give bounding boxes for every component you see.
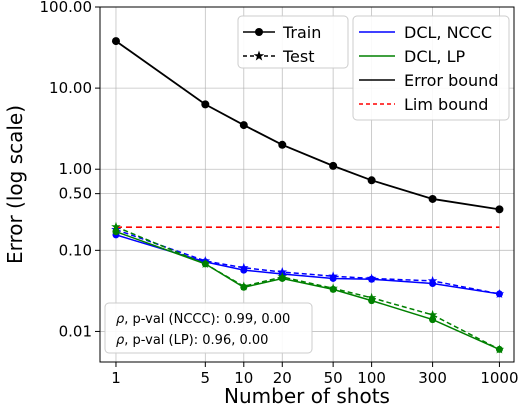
x-tick-label: 1	[111, 369, 121, 387]
data-point	[428, 194, 437, 203]
legend-star-marker	[253, 50, 265, 61]
data-point-star	[111, 221, 121, 231]
annotation-symbol: ρ	[116, 333, 125, 348]
y-tick-label: 1.00	[59, 160, 92, 178]
legend-label: Train	[282, 23, 321, 42]
x-tick-label: 300	[418, 369, 447, 387]
legend-label: Error bound	[404, 71, 498, 90]
x-tick-label: 50	[324, 369, 343, 387]
data-point-star	[239, 262, 249, 272]
x-tick-label: 10	[234, 369, 253, 387]
data-point	[112, 228, 120, 236]
legend-methods: DCL, NCCC DCL, LP Error bound Lim bound	[352, 15, 510, 121]
series-lines	[115, 40, 500, 351]
legend-circle-marker	[255, 28, 263, 36]
data-point-star	[200, 258, 211, 268]
series-line-dcl-nccc-test	[115, 228, 500, 295]
data-point	[201, 100, 210, 109]
data-point	[495, 205, 504, 214]
data-point-star	[427, 275, 438, 285]
data-point-star	[328, 271, 338, 281]
data-point-star	[366, 273, 377, 283]
annotation-symbol: ρ	[116, 312, 125, 327]
data-point-star	[427, 309, 438, 319]
data-point	[239, 121, 248, 130]
y-tick-label: 0.01	[59, 322, 92, 340]
series-markers	[111, 37, 505, 354]
series-line-dcl-lp-test	[115, 226, 500, 351]
x-axis-label: Number of shots	[224, 384, 390, 408]
data-point-star	[239, 281, 249, 291]
data-point-star	[494, 288, 505, 298]
data-point-star	[277, 267, 288, 277]
x-axis-ticks: 1 5 10 20 50 100 300 1000	[111, 362, 519, 387]
data-point	[429, 316, 437, 324]
x-tick-label: 20	[273, 369, 292, 387]
correlation-annotation: ρ, p-val (NCCC): 0.99, 0.00ρ, p-val (LP)…	[104, 302, 313, 354]
y-tick-label: 0.50	[59, 185, 92, 203]
data-point	[367, 176, 376, 185]
x-tick-label: 1000	[480, 369, 518, 387]
data-point	[111, 37, 120, 46]
data-point-star	[494, 344, 505, 354]
x-tick-label: 100	[357, 369, 386, 387]
y-axis-ticks: 0.01 0.10 0.50 1.00 10.00 100.00	[40, 0, 100, 340]
data-point-star	[328, 283, 338, 293]
data-point-star	[366, 292, 377, 302]
series-line-error-bound-bound	[115, 40, 500, 211]
legend-label: DCL, LP	[404, 47, 465, 66]
data-point	[329, 161, 338, 170]
data-point-star	[277, 271, 288, 281]
legend-label: Lim bound	[404, 95, 488, 114]
y-tick-label: 10.00	[49, 79, 92, 97]
legend-label: Test	[282, 47, 315, 66]
plot-area-frame	[99, 6, 515, 363]
legend-box	[237, 15, 349, 69]
data-point	[278, 140, 287, 149]
x-tick-label: 5	[201, 369, 211, 387]
legend-box	[352, 15, 510, 121]
legend-label: DCL, NCCC	[404, 23, 492, 42]
legend-train-test: Train Test	[237, 15, 349, 69]
annotation-line: ρ, p-val (NCCC): 0.99, 0.00	[116, 312, 290, 327]
y-tick-label: 0.10	[59, 241, 92, 259]
annotation-line: ρ, p-val (LP): 0.96, 0.00	[116, 333, 268, 348]
series-line-dcl-nccc-train	[115, 234, 500, 295]
annotation-frame	[104, 302, 313, 354]
y-axis-label: Error (log scale)	[3, 105, 27, 264]
annotation-text: , p-val (NCCC): 0.99, 0.00	[124, 312, 290, 327]
y-tick-label: 100.00	[40, 0, 93, 16]
annotation-text: , p-val (LP): 0.96, 0.00	[124, 333, 268, 348]
